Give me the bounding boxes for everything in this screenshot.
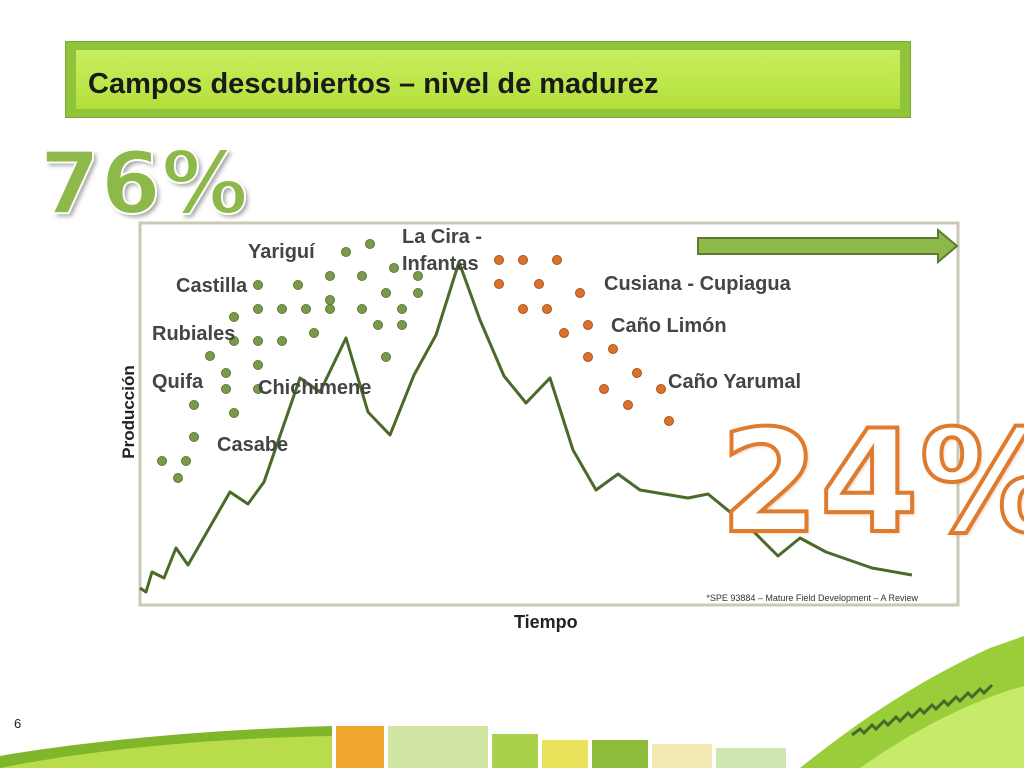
production-curve (139, 260, 913, 594)
developed-field-dot (397, 304, 407, 314)
developed-field-dot (341, 247, 351, 257)
field-label: Caño Limón (611, 315, 727, 337)
mature-field-dot (518, 255, 528, 265)
developed-field-dot (413, 288, 423, 298)
developed-field-dot (325, 304, 335, 314)
mature-field-dot (534, 279, 544, 289)
field-label: La Cira - (402, 226, 482, 248)
developed-field-dot (189, 400, 199, 410)
developed-field-dot (357, 304, 367, 314)
mature-field-dot (656, 384, 666, 394)
title-banner: Campos descubiertos – nivel de madurez (65, 41, 911, 118)
developed-field-dot (173, 473, 183, 483)
developed-field-dot (301, 304, 311, 314)
field-label: Chichimene (258, 377, 371, 399)
footer-swoosh-light (0, 736, 332, 768)
developed-field-dot (229, 408, 239, 418)
developed-field-dot (205, 351, 215, 361)
title-banner-inner: Campos descubiertos – nivel de madurez (76, 50, 900, 109)
developed-field-dot (389, 263, 399, 273)
page-number: 6 (14, 716, 21, 731)
mature-field-dot (632, 368, 642, 378)
footer-block-cream (652, 744, 712, 768)
developed-field-dot (229, 312, 239, 322)
developed-field-dot (253, 360, 263, 370)
footer-block-green (592, 740, 648, 768)
leaf-edge-teeth (851, 683, 994, 737)
mature-field-dot (608, 344, 618, 354)
developed-field-dot (253, 304, 263, 314)
curve-layer (139, 260, 913, 594)
footer-block-mint (716, 748, 786, 768)
dot-layer (157, 239, 674, 483)
mature-field-dot (583, 352, 593, 362)
developed-field-dot (309, 328, 319, 338)
developed-field-dot (253, 280, 263, 290)
mature-field-dot (494, 279, 504, 289)
chart-frame (138, 221, 960, 607)
field-label: Caño Yarumal (668, 371, 801, 393)
field-label: Yariguí (248, 241, 316, 263)
developed-field-dot (365, 239, 375, 249)
developed-field-dot (293, 280, 303, 290)
developed-field-dot (381, 352, 391, 362)
mature-field-dot (583, 320, 593, 330)
developed-field-dot (373, 320, 383, 330)
leaf-highlight (860, 686, 1024, 768)
developed-field-dot (325, 271, 335, 281)
developed-field-dot (189, 432, 199, 442)
mature-field-dot (559, 328, 569, 338)
footer-block-orange (336, 726, 384, 768)
mature-field-dot (575, 288, 585, 298)
developed-field-dot (157, 456, 167, 466)
mature-field-dot (599, 384, 609, 394)
developed-field-dot (277, 304, 287, 314)
footer-block-yellow (542, 740, 588, 768)
developed-field-dot (181, 456, 191, 466)
developed-field-dot (253, 384, 263, 394)
mature-percentage: 24% (718, 398, 1024, 567)
footer-block-lime (492, 734, 538, 768)
mature-field-dot (664, 416, 674, 426)
footer-block-pale (388, 726, 488, 768)
developed-field-dot (253, 336, 263, 346)
mature-field-dot (518, 304, 528, 314)
field-label: Castilla (176, 275, 248, 297)
developed-field-dot (277, 336, 287, 346)
x-axis-label: Tiempo (514, 612, 578, 632)
developed-field-dot (413, 271, 423, 281)
slide-title: Campos descubiertos – nivel de madurez (88, 68, 659, 100)
mature-field-dot (494, 255, 504, 265)
time-arrow (697, 227, 959, 265)
field-label: Infantas (402, 253, 479, 275)
mature-field-dot (623, 400, 633, 410)
field-label: Quifa (152, 371, 204, 393)
source-note: *SPE 93884 – Mature Field Development – … (706, 593, 918, 603)
developed-field-dot (381, 288, 391, 298)
field-label: Casabe (217, 434, 288, 456)
developed-field-dot (221, 368, 231, 378)
developed-field-dot (397, 320, 407, 330)
time-arrow-shape (697, 227, 959, 265)
developed-percentage: 76% (39, 133, 249, 235)
field-label: Rubiales (152, 323, 235, 345)
developed-field-dot (229, 336, 239, 346)
mature-field-dot (552, 255, 562, 265)
field-label: Cusiana - Cupiagua (604, 273, 792, 295)
mature-field-dot (542, 304, 552, 314)
developed-field-dot (221, 384, 231, 394)
developed-field-dot (357, 271, 367, 281)
